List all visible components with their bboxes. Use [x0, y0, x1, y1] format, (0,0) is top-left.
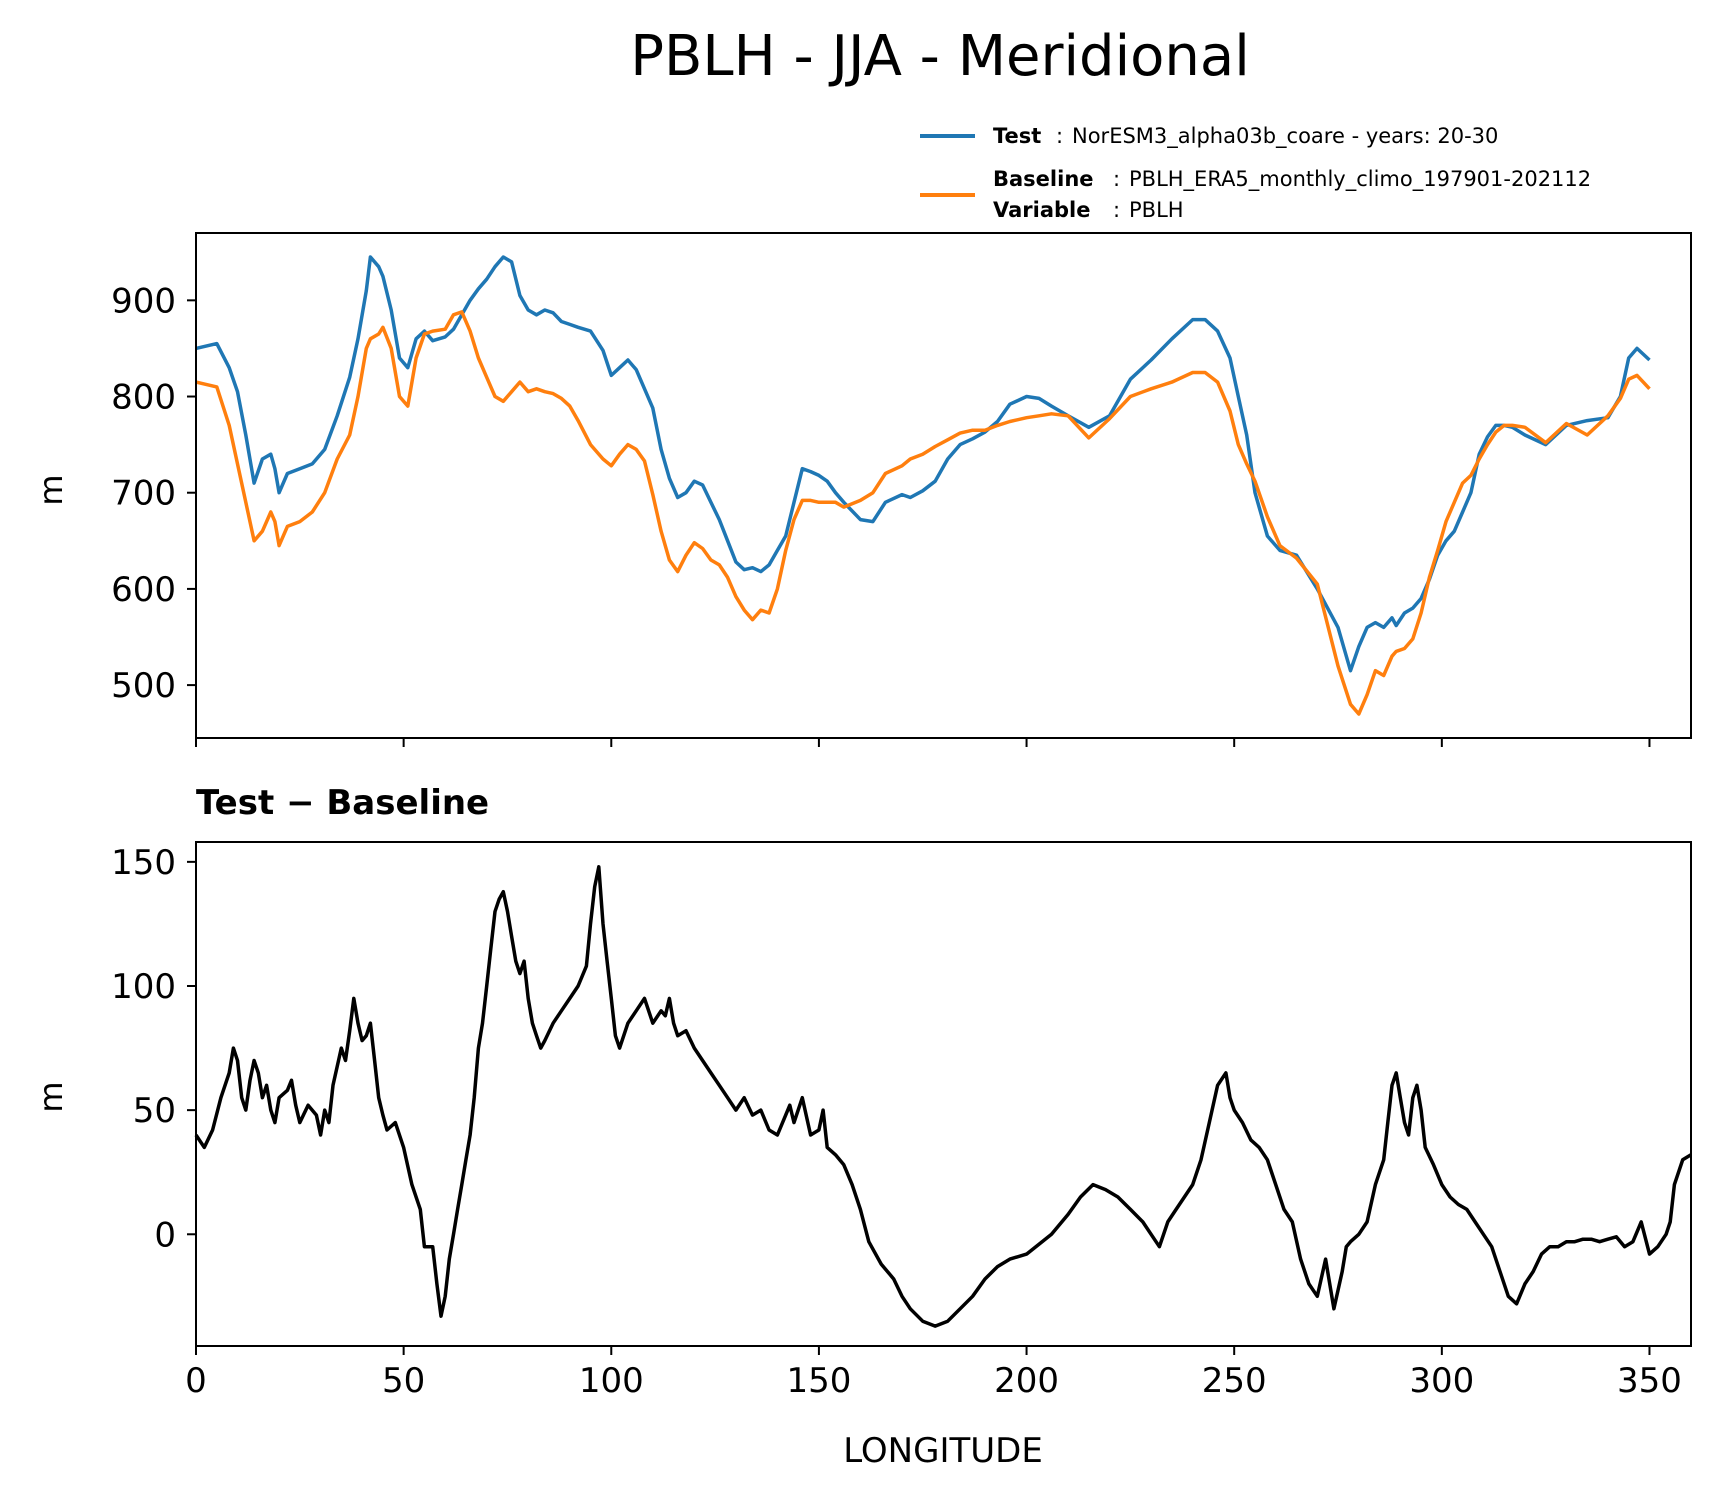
x-tick-label: 200: [994, 1361, 1059, 1401]
bottom-panel: Test − Baseline 0 50 100 150 200 250 300 350 0 5…: [32, 783, 1692, 1471]
bottom-panel-y-ticks: 0 50 100 150: [111, 843, 196, 1255]
legend-test-value: NorESM3_alpha03b_coare - years: 20-30: [1072, 124, 1498, 149]
legend: Test : NorESM3_alpha03b_coare - years: 2…: [920, 124, 1591, 222]
legend-baseline-separator: :: [1113, 167, 1120, 191]
y-tick-label: 50: [133, 1091, 176, 1131]
top-panel-y-ticks: 500 600 700 800 900: [111, 281, 196, 706]
y-tick-label: 0: [154, 1215, 176, 1255]
legend-test-label: Test: [993, 124, 1041, 148]
legend-variable-label: Variable: [993, 198, 1090, 222]
figure-title: PBLH - JJA - Meridional: [630, 24, 1250, 89]
bottom-panel-frame: [195, 841, 1692, 1347]
legend-baseline-value: PBLH_ERA5_monthly_climo_197901-202112: [1129, 167, 1591, 192]
x-tick-label: 0: [185, 1361, 207, 1401]
legend-baseline-label: Baseline: [993, 167, 1094, 191]
series-line-test: [195, 255, 1651, 673]
x-tick-label: 250: [1202, 1361, 1267, 1401]
top-panel-frame: [195, 232, 1692, 739]
legend-test-separator: :: [1056, 124, 1063, 148]
legend-variable-value: PBLH: [1129, 198, 1184, 222]
top-panel-x-ticks: [195, 738, 1651, 747]
bottom-panel-x-label: LONGITUDE: [843, 1431, 1043, 1471]
y-tick-label: 100: [111, 967, 176, 1007]
top-panel: 500 600 700 800 900 m: [32, 232, 1692, 747]
x-tick-label: 350: [1617, 1361, 1682, 1401]
bottom-panel-y-label: m: [32, 1081, 70, 1112]
y-tick-label: 500: [111, 666, 176, 706]
x-tick-label: 50: [382, 1361, 425, 1401]
legend-variable-separator: :: [1113, 198, 1120, 222]
bottom-panel-lines: [194, 865, 1692, 1328]
series-line-test-baseline: [194, 865, 1692, 1328]
bottom-panel-x-ticks: 0 50 100 150 200 250 300 350: [185, 1346, 1682, 1401]
x-tick-label: 150: [786, 1361, 851, 1401]
top-panel-y-label: m: [32, 474, 70, 505]
y-tick-label: 700: [111, 474, 176, 514]
x-tick-label: 300: [1409, 1361, 1474, 1401]
y-tick-label: 900: [111, 281, 176, 321]
top-panel-lines: [195, 255, 1651, 716]
y-tick-label: 150: [111, 843, 176, 883]
y-tick-label: 600: [111, 570, 176, 610]
series-line-baseline: [195, 310, 1651, 716]
x-tick-label: 100: [579, 1361, 644, 1401]
bottom-panel-title: Test − Baseline: [196, 783, 489, 823]
y-tick-label: 800: [111, 378, 176, 418]
